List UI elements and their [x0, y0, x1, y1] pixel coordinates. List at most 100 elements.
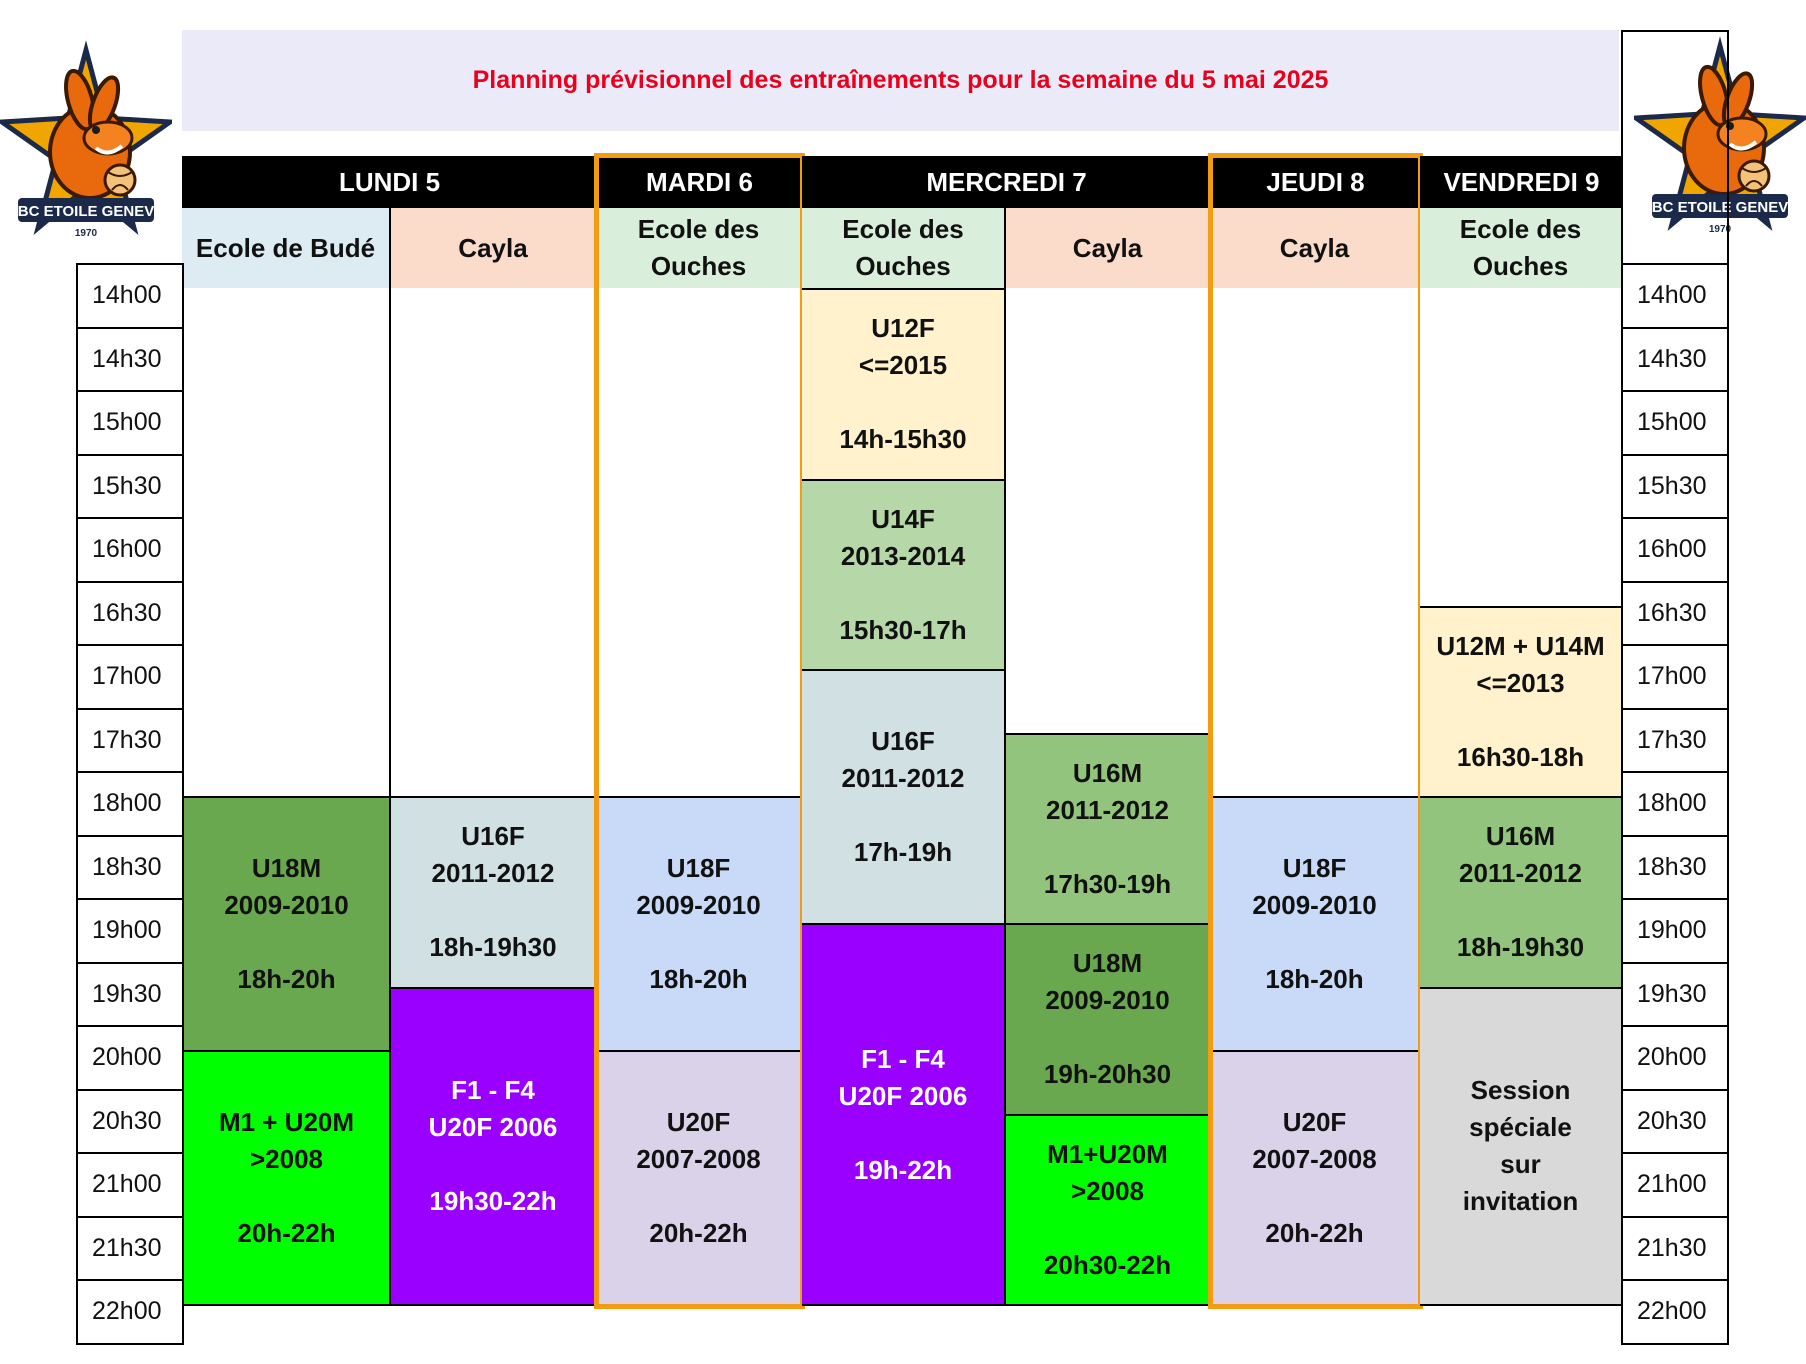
slot-text: U16M 2011-2012 18h-19h30 — [1457, 818, 1584, 966]
slot-text: U18M 2009-2010 18h-20h — [224, 850, 348, 998]
training-slot[interactable]: U16F 2011-2012 17h-19h — [802, 669, 1006, 925]
time-label: 14h30 — [76, 326, 184, 392]
training-slot[interactable]: F1 - F4 U20F 2006 19h30-22h — [391, 986, 597, 1306]
slot-years: U20F 2006 — [428, 1112, 558, 1143]
slot-text: U12M + U14M <=2013 16h30-18h — [1436, 628, 1604, 776]
slot-group: U20F — [666, 1107, 731, 1137]
slot-group: U14F — [871, 503, 935, 534]
slot-spacer — [636, 1178, 760, 1215]
slot-spacer — [429, 892, 556, 929]
time-label: 17h00 — [1621, 644, 1729, 710]
slot-hours: 18h-19h30 — [1456, 932, 1585, 963]
training-slot[interactable]: F1 - F4 U20F 2006 19h-22h — [802, 923, 1006, 1306]
slot-hours: 18h-20h — [649, 964, 748, 994]
training-slot[interactable]: U20F 2007-2008 20h-22h — [1211, 1050, 1420, 1306]
slot-years: 2007-2008 — [1252, 1144, 1377, 1174]
slot-hours: 15h30-17h — [839, 614, 967, 645]
training-slot[interactable]: U18F 2009-2010 18h-20h — [597, 796, 802, 1052]
venue-header: Ecole des Ouches — [597, 208, 802, 288]
time-label: 18h30 — [1621, 834, 1729, 900]
venue-header: Ecole de Budé — [182, 208, 391, 288]
time-label: 16h00 — [1621, 517, 1729, 583]
slot-hours: 20h-22h — [649, 1218, 748, 1248]
kangaroo-club-logo: VBC ETOILE GENEVE 1970 — [0, 40, 178, 239]
slot-hours: 18h-20h — [237, 964, 336, 994]
slot-text: U18M 2009-2010 19h-20h30 — [1044, 945, 1171, 1093]
time-label: 19h00 — [76, 898, 184, 964]
slot-hours: 19h-22h — [853, 1154, 953, 1185]
slot-spacer — [839, 384, 966, 421]
time-label: 21h00 — [1621, 1152, 1729, 1218]
slot-group: U16F — [871, 726, 935, 756]
time-label: 18h30 — [76, 834, 184, 900]
time-label: 21h30 — [1621, 1215, 1729, 1281]
slot-years: 2011-2012 — [841, 763, 965, 793]
slot-group: U18F — [1282, 853, 1347, 883]
time-label: 17h00 — [76, 644, 184, 710]
slot-spacer — [1252, 1178, 1376, 1215]
time-label: 19h00 — [1621, 898, 1729, 964]
slot-hours: 19h-20h30 — [1043, 1059, 1172, 1090]
slot-years: 2011-2012 — [1046, 794, 1169, 825]
logo-frame — [1621, 30, 1729, 263]
time-label: 15h00 — [76, 390, 184, 456]
time-label: 20h00 — [76, 1025, 184, 1091]
time-label: 14h00 — [1621, 263, 1729, 329]
slot-spacer — [429, 1146, 558, 1183]
slot-text: U18F 2009-2010 18h-20h — [636, 850, 760, 998]
slot-group: U18F — [666, 853, 731, 883]
slot-text: U20F 2007-2008 20h-22h — [1252, 1104, 1376, 1252]
training-slot[interactable]: U14F 2013-2014 15h30-17h — [802, 478, 1006, 671]
training-slot[interactable]: Session spéciale sur invitation — [1420, 986, 1623, 1306]
training-slot[interactable]: U18F 2009-2010 18h-20h — [1211, 796, 1420, 1052]
time-label: 16h30 — [76, 580, 184, 646]
venue-header: Cayla — [1211, 208, 1420, 288]
slot-text: U16F 2011-2012 17h-19h — [842, 723, 965, 871]
slot-years: <=2013 — [1476, 667, 1565, 698]
slot-text: M1+U20M >2008 20h30-22h — [1044, 1136, 1171, 1284]
slot-spacer — [1044, 829, 1171, 866]
time-label: 15h00 — [1621, 390, 1729, 456]
slot-group: M1 + U20M — [218, 1107, 355, 1137]
slot-hours: 16h30-18h — [1456, 741, 1585, 772]
training-slot[interactable]: U18M 2009-2010 19h-20h30 — [1006, 923, 1211, 1116]
training-slot[interactable]: U12M + U14M <=2013 16h30-18h — [1420, 605, 1623, 798]
slot-text: Session spéciale sur invitation — [1463, 1072, 1579, 1220]
slot-hours: 18h-19h30 — [429, 932, 557, 963]
slot-hours: 17h30-19h — [1043, 868, 1172, 899]
slot-spacer — [839, 575, 966, 612]
day-header: VENDREDI 9 — [1420, 156, 1623, 208]
slot-spacer — [224, 924, 348, 961]
time-label: 14h00 — [76, 263, 184, 329]
slot-hours: sur invitation — [1462, 1149, 1579, 1217]
training-slot[interactable]: M1 + U20M >2008 20h-22h — [182, 1050, 391, 1306]
slot-spacer — [636, 924, 760, 961]
slot-years: 2009-2010 — [1045, 985, 1170, 1016]
training-slot[interactable]: U16F 2011-2012 18h-19h30 — [391, 796, 597, 989]
slot-group: M1+U20M — [1047, 1138, 1168, 1169]
slot-hours: 19h30-22h — [429, 1186, 557, 1217]
slot-hours: 20h-22h — [237, 1218, 336, 1248]
training-slot[interactable]: U18M 2009-2010 18h-20h — [182, 796, 391, 1052]
slot-hours: 18h-20h — [1265, 964, 1364, 994]
slot-years: U20F 2006 — [838, 1080, 968, 1111]
time-label: 21h30 — [76, 1215, 184, 1281]
slot-spacer — [1044, 1019, 1171, 1056]
slot-group: Session — [1470, 1075, 1571, 1106]
slot-text: U20F 2007-2008 20h-22h — [636, 1104, 760, 1252]
training-slot[interactable]: U16M 2011-2012 17h30-19h — [1006, 732, 1211, 925]
slot-text: U14F 2013-2014 15h30-17h — [839, 501, 966, 649]
club-logo-left: VBC ETOILE GENEVE 1970 — [0, 40, 178, 245]
training-slot[interactable]: U12F <=2015 14h-15h30 — [802, 288, 1006, 481]
training-slot[interactable]: U20F 2007-2008 20h-22h — [597, 1050, 802, 1306]
slot-text: F1 - F4 U20F 2006 19h-22h — [839, 1041, 968, 1189]
training-slot[interactable]: U16M 2011-2012 18h-19h30 — [1420, 796, 1623, 989]
slot-group: U12F — [871, 313, 935, 344]
svg-text:VBC ETOILE GENEVE: VBC ETOILE GENEVE — [8, 203, 164, 220]
day-header: MERCREDI 7 — [802, 156, 1211, 208]
slot-years: spéciale — [1469, 1112, 1572, 1143]
slot-spacer — [1044, 1210, 1171, 1247]
training-slot[interactable]: M1+U20M >2008 20h30-22h — [1006, 1113, 1211, 1306]
time-label: 20h30 — [76, 1088, 184, 1154]
slot-hours: 14h-15h30 — [839, 424, 967, 455]
